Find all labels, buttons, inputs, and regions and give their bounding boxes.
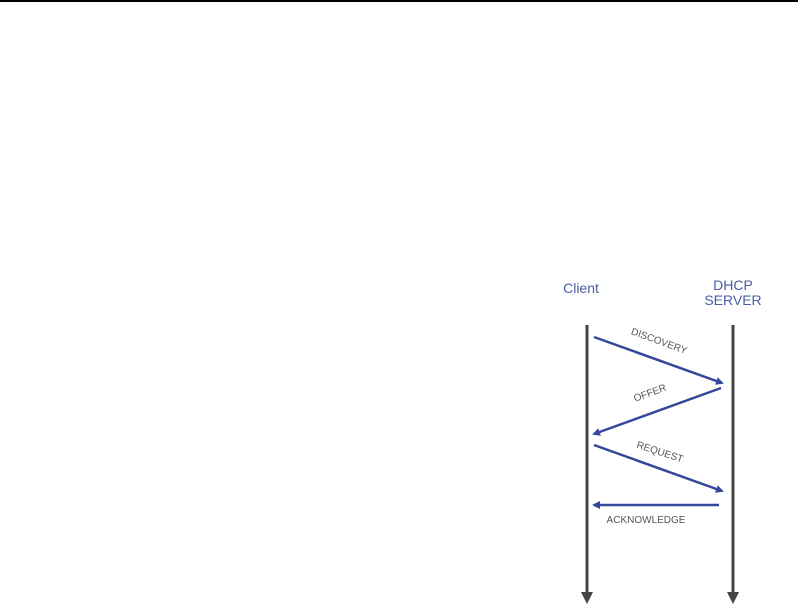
server-label-line2: SERVER: [704, 292, 761, 308]
top-border: [0, 0, 798, 2]
acknowledge-label: ACKNOWLEDGE: [607, 515, 686, 526]
discovery-arrow: [593, 335, 724, 385]
offer-label: OFFER: [632, 383, 668, 405]
client-label: Client: [563, 280, 599, 296]
server-label-line1: DHCP: [713, 277, 753, 293]
request-arrow: [593, 443, 724, 493]
client-lifeline-arrowhead: [581, 592, 593, 604]
offer-arrow: [592, 386, 722, 436]
server-lifeline-arrowhead: [727, 592, 739, 604]
